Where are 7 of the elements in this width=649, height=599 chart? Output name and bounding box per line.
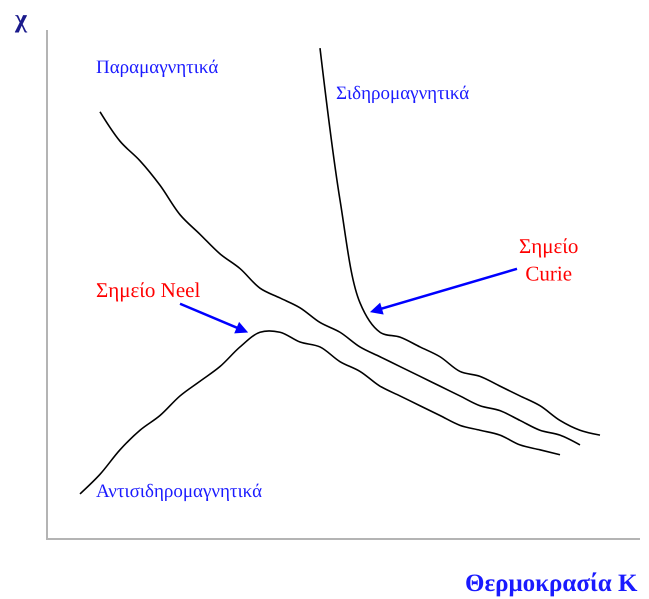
series-label: Σιδηρομαγνητικά	[336, 83, 470, 104]
y-axis-title: χ	[14, 4, 28, 33]
annotation: Σημείο Curie	[519, 234, 578, 286]
x-axis-title: Θερμοκρασία K	[465, 570, 638, 597]
annotation: Σημείο Neel	[96, 278, 200, 302]
series-label: Αντισιδηρομαγνητικά	[96, 481, 262, 502]
series-label: Παραμαγνητικά	[96, 57, 218, 78]
